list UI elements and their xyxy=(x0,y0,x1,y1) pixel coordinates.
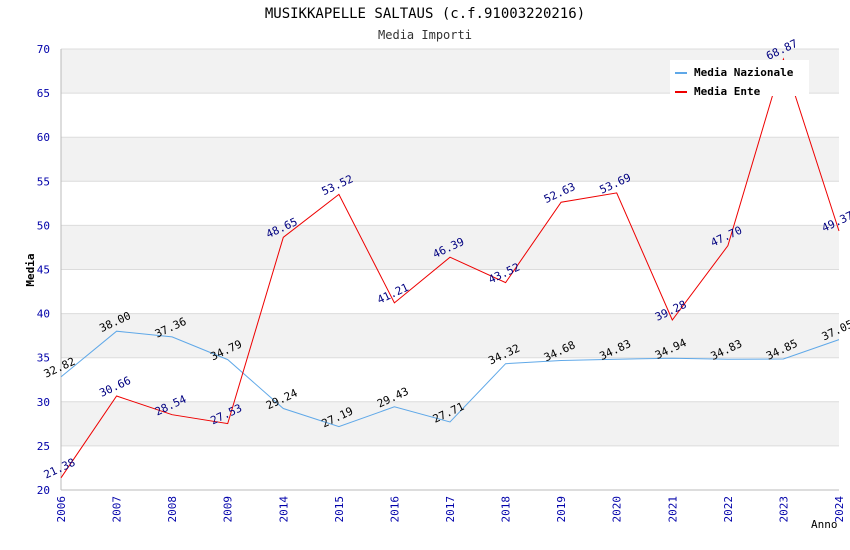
y-tick-label: 20 xyxy=(37,484,50,497)
grid-band xyxy=(61,401,839,446)
grid-band xyxy=(61,225,839,270)
y-tick-label: 70 xyxy=(37,43,50,56)
x-axis-label: Anno xyxy=(811,518,838,531)
x-tick-label: 2019 xyxy=(555,496,568,523)
axes xyxy=(60,49,839,491)
legend: Media Nazionale Media Ente xyxy=(670,60,809,98)
y-tick-label: 30 xyxy=(37,396,50,409)
y-tick-label: 35 xyxy=(37,352,50,365)
x-tick-label: 2018 xyxy=(500,496,513,523)
x-tick-label: 2014 xyxy=(277,496,290,523)
y-tick-label: 65 xyxy=(37,87,50,100)
x-tick-label: 2017 xyxy=(444,496,457,523)
grid-band xyxy=(61,137,839,182)
chart-title: MUSIKKAPELLE SALTAUS (c.f.91003220216) xyxy=(265,6,585,22)
x-tick-label: 2007 xyxy=(111,496,124,523)
y-tick-label: 55 xyxy=(37,175,50,188)
x-tick-labels: 2006 2007 2008 2009 2014 2015 2016 2017 2018 2019… xyxy=(55,496,846,523)
chart-subtitle: Media Importi xyxy=(378,28,472,42)
x-tick-label: 2016 xyxy=(388,496,401,523)
legend-box xyxy=(670,60,809,96)
x-tick-label: 2024 xyxy=(833,496,846,523)
x-tick-label: 2023 xyxy=(777,496,790,523)
y-axis-label: Media xyxy=(24,253,37,286)
y-tick-label: 45 xyxy=(37,264,50,277)
x-tick-label: 2009 xyxy=(222,496,235,523)
series-line-media-nazionale xyxy=(60,330,840,428)
x-tick-label: 2021 xyxy=(666,496,679,523)
x-tick-label: 2015 xyxy=(333,496,346,523)
x-tick-label: 2008 xyxy=(166,496,179,523)
legend-entry: Media Ente xyxy=(694,85,761,98)
y-tick-label: 50 xyxy=(37,219,50,232)
series-lines xyxy=(60,57,840,479)
y-tick-label: 25 xyxy=(37,440,50,453)
series-line-media-ente xyxy=(60,57,840,479)
x-tick-label: 2020 xyxy=(611,496,624,523)
legend-entry: Media Nazionale xyxy=(694,66,794,79)
x-tick-label: 2006 xyxy=(55,496,68,523)
grid-band xyxy=(61,313,839,358)
x-tick-label: 2022 xyxy=(722,496,735,523)
y-tick-labels: 20 25 30 35 40 45 50 55 60 65 70 xyxy=(37,43,50,497)
y-tick-label: 40 xyxy=(37,308,50,321)
y-tick-label: 60 xyxy=(37,131,50,144)
